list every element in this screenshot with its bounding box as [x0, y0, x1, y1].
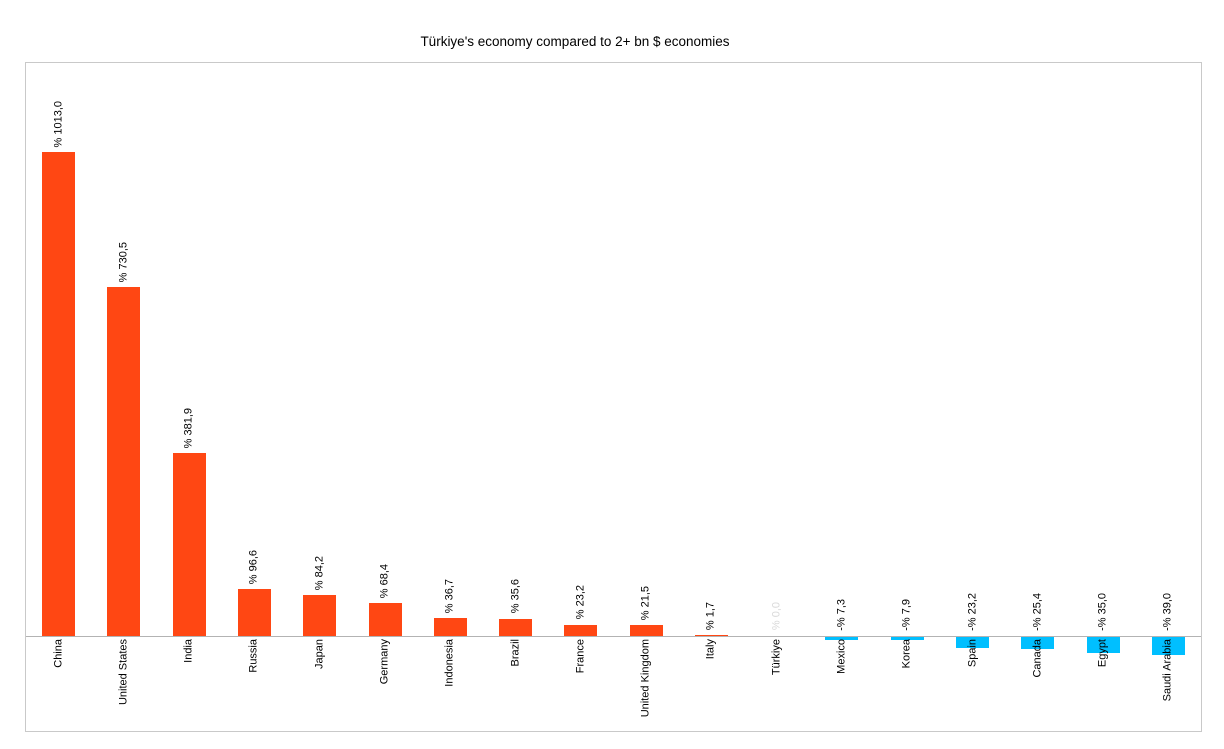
category-label: United Kingdom	[639, 638, 652, 717]
category-label: Indonesia	[443, 638, 456, 687]
value-label: % 84,2	[313, 556, 326, 591]
category-label: Saudi Arabia	[1161, 638, 1174, 701]
value-label: % 96,6	[247, 550, 260, 585]
bar-canada	[1021, 636, 1055, 649]
category-label: India	[182, 638, 195, 663]
category-label: Japan	[313, 638, 326, 669]
value-label: % 1,7	[704, 601, 717, 630]
value-label: % 23,2	[574, 585, 587, 620]
value-label: % 381,9	[182, 407, 195, 449]
category-label: Spain	[965, 638, 978, 667]
value-label: % 0,0	[770, 602, 783, 631]
value-label: % 68,4	[378, 563, 391, 598]
bar-france	[564, 624, 598, 636]
bar-spain	[956, 636, 990, 648]
bar-saudi-arabia	[1151, 636, 1185, 656]
x-axis-line	[26, 635, 1201, 637]
category-label: Mexico	[835, 638, 848, 674]
category-label: Canada	[1031, 638, 1044, 678]
bar-germany	[368, 602, 402, 636]
bar-italy	[694, 634, 728, 636]
value-label: -% 7,3	[835, 598, 848, 631]
value-label: % 730,5	[117, 241, 130, 283]
bar-china	[42, 152, 76, 636]
category-label: China	[52, 638, 65, 668]
category-label: France	[574, 638, 587, 673]
category-label: Egypt	[1096, 638, 1109, 667]
category-label: Italy	[704, 638, 717, 659]
plot-area: % 1013,0 China % 730,5 United States % 381,9…	[25, 62, 1202, 732]
value-label: -% 25,4	[1031, 592, 1044, 631]
bar-brazil	[499, 618, 533, 636]
value-label: % 36,7	[443, 578, 456, 614]
bar-russia	[237, 589, 271, 636]
bar-united-states	[107, 287, 141, 636]
category-label: Germany	[378, 638, 391, 684]
bar-korea	[890, 636, 924, 641]
bar-mexico	[825, 636, 859, 641]
bar-india	[172, 453, 206, 636]
value-label: % 21,5	[639, 586, 652, 621]
category-label: Brazil	[508, 638, 521, 667]
value-label: -% 7,9	[900, 598, 913, 631]
bar-egypt	[1086, 636, 1120, 654]
bar-united-kingdom	[629, 625, 663, 636]
value-label: -% 39,0	[1161, 592, 1174, 631]
value-label: % 1013,0	[52, 100, 65, 148]
category-label: Korea	[900, 638, 913, 668]
category-label: Türkiye	[770, 638, 783, 675]
category-label: Russia	[247, 638, 260, 673]
value-label: % 35,6	[508, 579, 521, 614]
value-label: -% 23,2	[965, 592, 978, 631]
bar-indonesia	[433, 618, 467, 636]
value-label: -% 35,0	[1096, 592, 1109, 631]
bar-japan	[303, 595, 337, 636]
chart-title: Türkiye's economy compared to 2+ bn $ ec…	[420, 34, 730, 49]
category-label: United States	[117, 638, 130, 705]
